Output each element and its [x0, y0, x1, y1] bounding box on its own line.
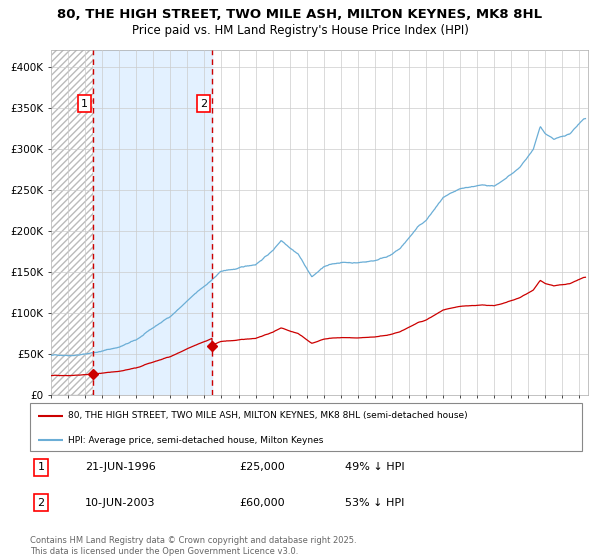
Bar: [93, 50, 212, 395]
Text: 1: 1: [81, 99, 88, 109]
Text: 53% ↓ HPI: 53% ↓ HPI: [344, 498, 404, 508]
Text: 49% ↓ HPI: 49% ↓ HPI: [344, 462, 404, 472]
Text: 2: 2: [37, 498, 44, 508]
Bar: [51, 50, 93, 395]
Text: £25,000: £25,000: [240, 462, 286, 472]
Text: 1: 1: [38, 462, 44, 472]
Text: £60,000: £60,000: [240, 498, 286, 508]
Text: 80, THE HIGH STREET, TWO MILE ASH, MILTON KEYNES, MK8 8HL: 80, THE HIGH STREET, TWO MILE ASH, MILTO…: [58, 8, 542, 21]
Text: 80, THE HIGH STREET, TWO MILE ASH, MILTON KEYNES, MK8 8HL (semi-detached house): 80, THE HIGH STREET, TWO MILE ASH, MILTO…: [68, 411, 467, 420]
Bar: [51, 50, 93, 395]
Text: Price paid vs. HM Land Registry's House Price Index (HPI): Price paid vs. HM Land Registry's House …: [131, 24, 469, 36]
Text: 10-JUN-2003: 10-JUN-2003: [85, 498, 156, 508]
Text: 2: 2: [200, 99, 207, 109]
Text: HPI: Average price, semi-detached house, Milton Keynes: HPI: Average price, semi-detached house,…: [68, 436, 323, 445]
Text: Contains HM Land Registry data © Crown copyright and database right 2025.
This d: Contains HM Land Registry data © Crown c…: [30, 536, 356, 556]
FancyBboxPatch shape: [30, 403, 582, 451]
Text: 21-JUN-1996: 21-JUN-1996: [85, 462, 156, 472]
